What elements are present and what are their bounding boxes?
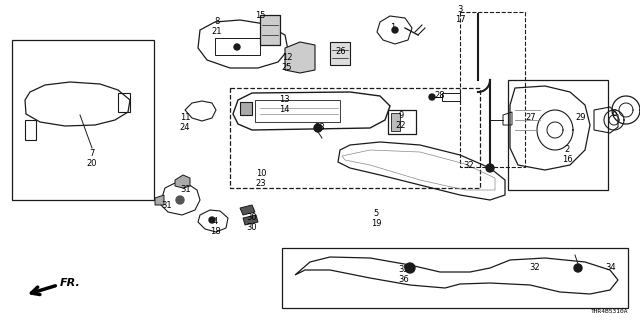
Text: 31: 31 bbox=[180, 186, 191, 195]
Text: 34: 34 bbox=[605, 262, 616, 271]
Text: 24: 24 bbox=[180, 124, 190, 132]
Circle shape bbox=[486, 164, 494, 172]
Text: 22: 22 bbox=[396, 121, 406, 130]
Text: 14: 14 bbox=[279, 106, 289, 115]
Bar bbox=[282, 248, 628, 308]
Text: 13: 13 bbox=[278, 95, 289, 105]
Text: FR.: FR. bbox=[60, 278, 81, 288]
Circle shape bbox=[234, 44, 240, 50]
Text: 28: 28 bbox=[435, 91, 445, 100]
Text: 35: 35 bbox=[399, 266, 410, 275]
Text: 17: 17 bbox=[454, 15, 465, 25]
Text: 29: 29 bbox=[576, 114, 586, 123]
Text: 30: 30 bbox=[246, 223, 257, 233]
Text: 16: 16 bbox=[562, 156, 572, 164]
Circle shape bbox=[176, 196, 184, 204]
Text: 32: 32 bbox=[464, 161, 474, 170]
Circle shape bbox=[574, 264, 582, 272]
Text: 27: 27 bbox=[525, 114, 536, 123]
Text: 20: 20 bbox=[87, 158, 97, 167]
Text: 6: 6 bbox=[611, 108, 617, 117]
Text: 23: 23 bbox=[256, 180, 266, 188]
Text: 33: 33 bbox=[315, 124, 325, 132]
Text: 5: 5 bbox=[373, 209, 379, 218]
Text: 15: 15 bbox=[255, 11, 265, 20]
Polygon shape bbox=[155, 195, 164, 205]
Text: 26: 26 bbox=[336, 47, 346, 57]
Text: 31: 31 bbox=[162, 201, 172, 210]
Polygon shape bbox=[240, 205, 255, 215]
Text: 3: 3 bbox=[458, 5, 463, 14]
Text: 32: 32 bbox=[530, 262, 540, 271]
Bar bbox=[12, 40, 154, 200]
Polygon shape bbox=[243, 215, 258, 225]
Text: 7: 7 bbox=[90, 148, 95, 157]
Text: 12: 12 bbox=[282, 53, 292, 62]
Circle shape bbox=[314, 124, 322, 132]
Bar bbox=[508, 80, 608, 190]
Text: 19: 19 bbox=[371, 219, 381, 228]
Bar bbox=[460, 12, 525, 167]
Text: 21: 21 bbox=[212, 28, 222, 36]
Text: 18: 18 bbox=[210, 228, 220, 236]
Text: 4: 4 bbox=[212, 218, 218, 227]
Text: 9: 9 bbox=[398, 110, 404, 119]
Polygon shape bbox=[260, 15, 280, 45]
Polygon shape bbox=[175, 175, 190, 188]
Text: 25: 25 bbox=[282, 63, 292, 73]
Bar bbox=[230, 88, 480, 188]
Circle shape bbox=[209, 217, 215, 223]
Text: 10: 10 bbox=[256, 170, 266, 179]
Text: 30: 30 bbox=[246, 213, 257, 222]
Polygon shape bbox=[391, 113, 400, 131]
Text: THR4B5310A: THR4B5310A bbox=[591, 309, 628, 314]
Polygon shape bbox=[240, 102, 252, 115]
Circle shape bbox=[429, 94, 435, 100]
Polygon shape bbox=[285, 42, 315, 73]
Circle shape bbox=[392, 27, 398, 33]
Text: 36: 36 bbox=[399, 276, 410, 284]
Text: 2: 2 bbox=[564, 146, 570, 155]
Text: 8: 8 bbox=[214, 18, 220, 27]
Bar bbox=[388, 110, 416, 134]
Circle shape bbox=[405, 263, 415, 273]
Text: 1: 1 bbox=[390, 23, 396, 33]
Polygon shape bbox=[330, 42, 350, 65]
Text: 11: 11 bbox=[180, 114, 190, 123]
